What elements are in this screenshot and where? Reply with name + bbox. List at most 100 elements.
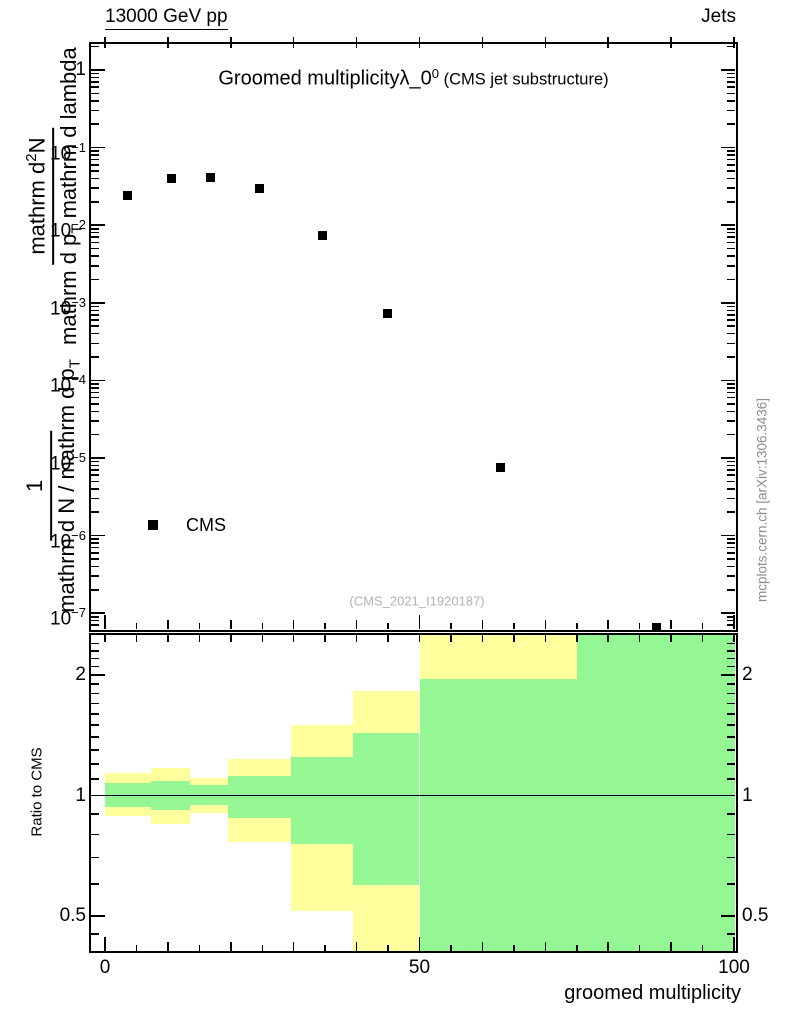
ratio-x-tick	[670, 942, 672, 951]
main-y-tick	[91, 552, 99, 554]
main-y-tick	[91, 241, 99, 244]
ratio-y-tick-label-right: 2	[742, 664, 753, 686]
ratio-y-tick	[91, 763, 99, 765]
main-y-tick-label: 10−7	[50, 605, 86, 630]
main-y-tick-right	[727, 391, 735, 394]
plot-title-main: Groomed multiplicity	[218, 67, 400, 90]
main-y-tick	[91, 265, 99, 267]
ratio-x-tick	[701, 945, 704, 951]
ratio-y-tick	[91, 674, 105, 676]
ratio-y-tick	[91, 736, 99, 738]
main-y-tick	[91, 565, 99, 568]
main-y-tick	[91, 497, 99, 500]
ratio-y-tick-right	[727, 856, 735, 859]
main-y-tick-label: 10−6	[50, 527, 86, 552]
ratio-x-tick	[230, 942, 232, 951]
ratio-y-tick-right	[727, 833, 735, 835]
data-point-square	[255, 184, 265, 194]
main-y-tick-right	[727, 387, 735, 389]
main-y-tick	[91, 158, 99, 161]
ratio-x-tick	[576, 945, 578, 951]
main-x-tick	[167, 620, 169, 629]
main-y-tick	[91, 231, 99, 234]
ratio-y-tick-label: 1	[75, 784, 86, 806]
ratio-x-tick	[292, 942, 295, 951]
ratio-y-tick-label-right: 1	[742, 784, 753, 806]
main-y-tick-right	[727, 469, 735, 471]
main-y-tick	[91, 612, 105, 614]
ratio-y-tick	[91, 933, 99, 935]
ratio-x-tick-top	[167, 635, 169, 642]
main-x-tick-top	[104, 37, 106, 48]
main-y-tick	[91, 76, 99, 79]
main-y-tick-right	[727, 309, 735, 312]
main-y-tick	[91, 150, 99, 152]
ratio-panel-frame	[89, 633, 738, 953]
main-y-tick	[91, 379, 105, 382]
x-tick-label: 50	[408, 957, 431, 978]
main-x-tick	[355, 620, 358, 629]
main-x-tick	[638, 623, 641, 629]
main-y-tick	[91, 154, 99, 156]
ratio-y-tick-right	[721, 674, 735, 676]
main-y-tick-right	[727, 342, 735, 345]
main-y-tick-right	[727, 558, 735, 560]
main-y-tick	[91, 278, 99, 281]
ratio-x-tick	[733, 937, 735, 951]
main-y-tick	[91, 302, 105, 304]
main-x-tick	[104, 615, 106, 629]
main-y-tick-right	[727, 542, 735, 544]
data-point-square	[318, 231, 328, 241]
main-y-tick	[91, 410, 99, 413]
ratio-x-tick	[638, 945, 641, 951]
main-y-tick-right	[727, 433, 735, 436]
main-y-tick-right	[721, 379, 735, 382]
plot-title-paren: (CMS jet substructure)	[439, 70, 609, 89]
ratio-y-tick-right	[727, 692, 735, 695]
main-y-tick	[91, 488, 99, 490]
main-y-tick-right	[727, 589, 735, 591]
main-y-tick-right	[727, 332, 735, 335]
main-y-tick	[91, 396, 99, 399]
main-x-tick-top	[418, 37, 421, 48]
main-y-tick-label: 10−3	[50, 294, 86, 320]
main-y-tick	[91, 460, 99, 463]
ratio-x-tick	[261, 945, 263, 951]
main-y-tick-right	[727, 480, 735, 483]
ratio-x-tick-top	[198, 635, 201, 642]
main-y-tick	[91, 81, 99, 83]
ratio-y-tick	[91, 778, 99, 780]
main-y-tick	[91, 480, 99, 483]
ratio-y-tick	[91, 883, 99, 885]
main-x-tick-top	[167, 37, 169, 48]
main-y-tick-label: 10−4	[50, 372, 86, 397]
ratio-y-tick-right	[727, 724, 735, 726]
ratio-x-tick-top	[261, 635, 263, 642]
ratio-y-tick	[91, 915, 105, 917]
main-y-tick	[91, 511, 99, 513]
main-y-tick	[91, 420, 99, 422]
main-y-tick-right	[727, 474, 735, 476]
main-y-tick	[91, 387, 99, 389]
ratio-y-tick	[91, 856, 99, 859]
main-y-tick	[91, 558, 99, 560]
main-y-tick	[91, 228, 99, 230]
ratio-y-tick-right	[727, 657, 735, 660]
ratio-x-tick	[355, 942, 358, 951]
main-y-tick	[91, 457, 105, 459]
main-y-tick-right	[727, 150, 735, 152]
main-x-tick	[513, 623, 515, 629]
plot-title: Groomed multiplicityλ_00 (CMS jet substr…	[89, 66, 738, 90]
ratio-x-tick	[418, 937, 421, 951]
main-y-tick	[91, 403, 99, 405]
ratio-y-tick-right	[727, 778, 735, 780]
ratio-unity-line	[91, 794, 735, 797]
main-x-tick	[324, 623, 326, 629]
main-y-tick-right	[727, 319, 735, 321]
main-y-tick	[91, 469, 99, 471]
main-y-tick	[91, 433, 99, 436]
main-x-tick-top	[607, 37, 609, 48]
ratio-x-tick-top	[450, 635, 452, 642]
main-y-tick-right	[727, 278, 735, 281]
plot-title-symbol-sup: 0	[431, 66, 440, 81]
